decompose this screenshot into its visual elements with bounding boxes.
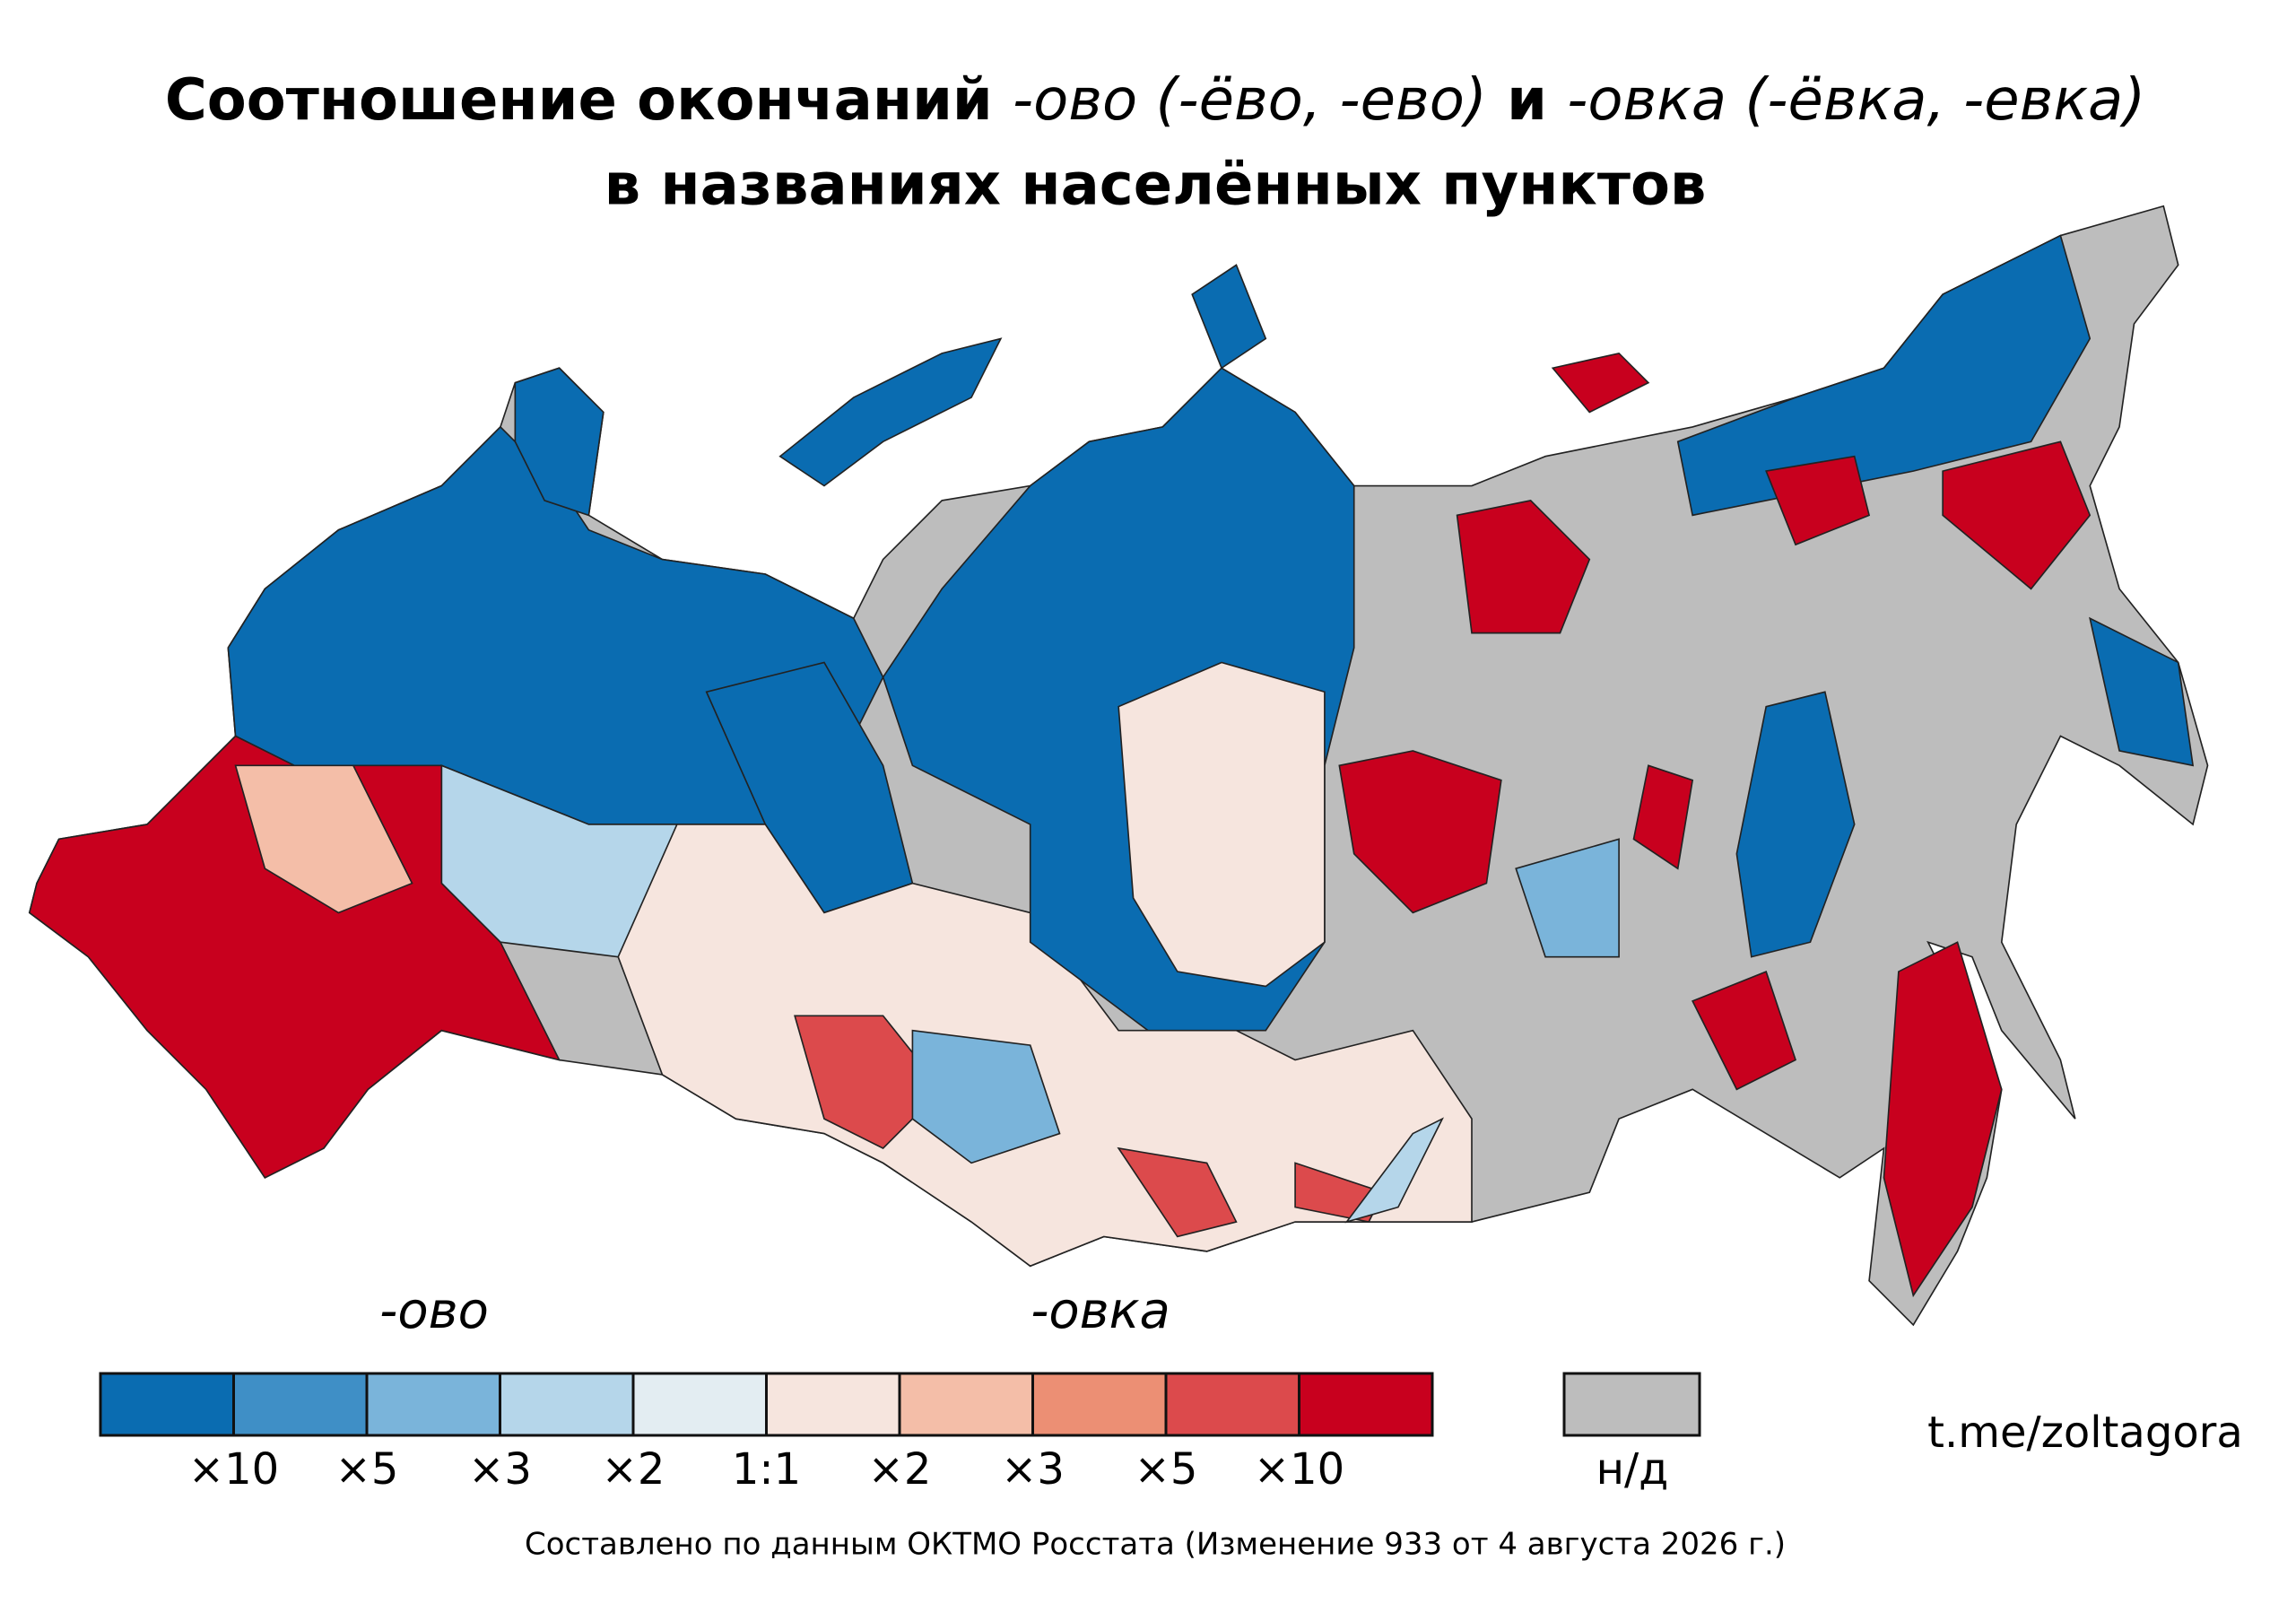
legend-tick-label: ×10 — [188, 1444, 279, 1495]
region-new-siberian-islands — [1551, 352, 1650, 414]
region-krasnoyarsk-light — [1118, 661, 1326, 988]
legend-tick-label: ×2 — [868, 1444, 932, 1495]
legend-swatch — [232, 1372, 369, 1437]
lake-baikal — [1344, 1117, 1445, 1224]
region-yakutia-blue — [1515, 838, 1620, 958]
title-line-2: в названиях населённых пунктов — [604, 153, 1707, 219]
legend-swatch — [99, 1372, 235, 1437]
legend-swatch — [365, 1372, 501, 1437]
title-part: -овка (-ёвка, -евка) — [1567, 67, 2145, 134]
legend-tick-label: ×5 — [335, 1444, 399, 1495]
region-severnaya-zemlya — [1191, 264, 1267, 370]
legend-tick-label: 1:1 — [732, 1444, 801, 1495]
source: Составлено по данным ОКТМО Росстата (Изм… — [525, 1527, 1786, 1563]
legend-swatch — [1298, 1372, 1434, 1437]
region-south-siberia-mixed — [617, 824, 1473, 1268]
legend-tick-label: ×10 — [1254, 1444, 1344, 1495]
legend-swatch — [1031, 1372, 1168, 1437]
credit: t.me/zoltagora — [1927, 1408, 2243, 1458]
region-south-red — [28, 735, 561, 1179]
region-east-blue — [1676, 234, 2195, 958]
legend-left-label: -ово — [379, 1282, 489, 1340]
legend-swatch — [765, 1372, 901, 1437]
legend-tick-label: ×3 — [468, 1444, 532, 1495]
legend-tick-label: ×3 — [1001, 1444, 1065, 1495]
region-kola-blue — [514, 367, 604, 517]
title-line-1: Соотношение окончаний -ово (-ёво, -ево) … — [165, 67, 2145, 134]
legend-no-data-label: н/д — [1596, 1444, 1669, 1495]
region-east-red — [1692, 440, 2092, 1298]
legend-swatch — [898, 1372, 1034, 1437]
region-yakutia-red — [1338, 750, 1694, 914]
legend-tick-label: ×2 — [602, 1444, 665, 1495]
legend-swatch — [631, 1372, 768, 1437]
region-south-siberia-blue — [911, 1029, 1061, 1164]
region-taimyr-red — [1456, 500, 1591, 634]
title-part: и — [1487, 67, 1567, 134]
legend-tick-label: ×5 — [1135, 1444, 1198, 1495]
legend: -ово -овка ×10 ×5 ×3 ×2 1:1 ×2 ×3 ×5 ×10 н/д — [99, 1282, 1701, 1495]
legend-swatch — [1164, 1372, 1300, 1437]
legend-no-data-swatch — [1562, 1372, 1701, 1437]
title-part: -ово (-ёво, -ево) — [1013, 67, 1487, 134]
map — [28, 205, 2209, 1327]
legend-swatch — [499, 1372, 635, 1437]
region-south-pink — [234, 764, 413, 914]
region-novaya-zemlya — [778, 337, 1003, 487]
title-part: Соотношение окончаний — [165, 67, 1013, 134]
legend-right-label: -овка — [1031, 1282, 1170, 1340]
